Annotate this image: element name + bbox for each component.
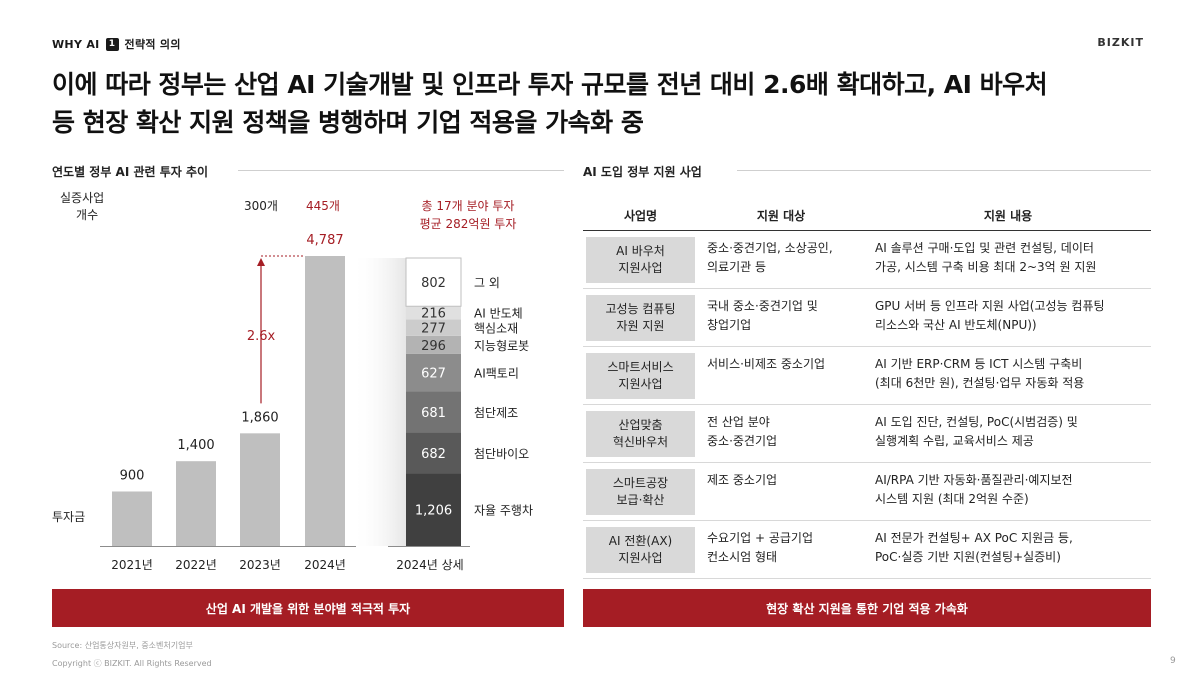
x-tick-label: 2021년 bbox=[111, 558, 153, 572]
table-row: AI 전환(AX) 지원사업 수요기업 + 공급기업 컨소시엄 형태 AI 전문가 컨설… bbox=[583, 523, 1151, 579]
stack-value-label: 802 bbox=[421, 276, 446, 291]
section-breadcrumb: WHY AI 1 전략적 의의 bbox=[52, 36, 181, 52]
subsection-label: 전략적 의의 bbox=[124, 38, 181, 51]
x-tick-label: 2022년 bbox=[175, 558, 217, 572]
page-headline: 이에 따라 정부는 산업 AI 기술개발 및 인프라 투자 규모를 전년 대비 … bbox=[52, 66, 1152, 142]
bar-value-label: 4,787 bbox=[306, 233, 343, 248]
section-number-badge: 1 bbox=[105, 37, 119, 51]
source-note: Source: 산업통상자원부, 중소벤처기업부 bbox=[52, 641, 193, 650]
headline-line-2: 등 현장 확산 지원 정책을 병행하며 기업 적용을 가속화 중 bbox=[52, 108, 644, 137]
bar-2024년 bbox=[305, 256, 345, 546]
bar-2023년 bbox=[240, 433, 280, 546]
program-name-cell: 고성능 컴퓨팅 자원 지원 bbox=[586, 295, 695, 341]
growth-arrow-head bbox=[257, 258, 265, 266]
stack-segment bbox=[406, 319, 461, 336]
x-tick-label: 2023년 bbox=[239, 558, 281, 572]
count-axis-label-line-1: 실증사업 bbox=[60, 191, 105, 205]
stack-value-label: 216 bbox=[421, 307, 446, 322]
table-row: 스마트공장 보급·확산 제조 중소기업 AI/RPA 기반 자동화·품질관리·예지보전… bbox=[583, 465, 1151, 521]
program-name-cell: 산업맞춤 혁신바우처 bbox=[586, 411, 695, 457]
target-cell: 수요기업 + 공급기업 컨소시엄 형태 bbox=[707, 531, 814, 564]
bar-value-label: 900 bbox=[120, 468, 145, 483]
stack-value-label: 1,206 bbox=[415, 504, 452, 519]
stack-segment bbox=[406, 306, 461, 320]
stack-series-label: AI팩토리 bbox=[474, 367, 519, 381]
table-row: AI 바우처 지원사업 중소·중견기업, 소상공인, 의료기관 등 AI 솔루션 구매·… bbox=[583, 233, 1151, 289]
stack-value-label: 681 bbox=[421, 406, 446, 421]
stack-series-label: 지능형로봇 bbox=[474, 339, 529, 353]
left-summary-banner: 산업 AI 개발을 위한 분야별 적극적 투자 bbox=[52, 589, 564, 627]
section-label: WHY AI bbox=[52, 37, 100, 51]
stack-series-label: 그 외 bbox=[474, 276, 500, 290]
stack-series-label: AI 반도체 bbox=[474, 307, 523, 321]
target-cell: 서비스·비제조 중소기업 bbox=[707, 357, 826, 371]
page-number: 9 bbox=[1170, 656, 1176, 666]
investment-axis-label: 투자금 bbox=[52, 510, 86, 524]
stack-segment bbox=[406, 473, 461, 546]
stack-segment bbox=[406, 335, 461, 354]
copyright-note: Copyright ⓒ BIZKIT. All Rights Reserved bbox=[52, 659, 212, 668]
bar-value-label: 1,860 bbox=[241, 410, 278, 425]
detail-category-label: 2024년 상세 bbox=[396, 558, 463, 572]
right-section-title: AI 도입 정부 지원 사업 bbox=[583, 165, 702, 179]
content-cell: AI 솔루션 구매·도입 및 관련 컨설팅, 데이터 가공, 시스템 구축 비용 … bbox=[875, 241, 1097, 274]
right-section-rule bbox=[737, 170, 1151, 171]
target-cell: 중소·중견기업, 소상공인, 의료기관 등 bbox=[707, 241, 833, 274]
program-name-cell: 스마트서비스 지원사업 bbox=[586, 353, 695, 399]
right-summary-banner: 현장 확산 지원을 통한 기업 적용 가속화 bbox=[583, 589, 1151, 627]
program-name-cell: 스마트공장 보급·확산 bbox=[586, 469, 695, 515]
stack-value-label: 296 bbox=[421, 339, 446, 354]
bar-2022년 bbox=[176, 461, 216, 546]
headline-line-1: 이에 따라 정부는 산업 AI 기술개발 및 인프라 투자 규모를 전년 대비 … bbox=[52, 70, 1048, 99]
column-header-name: 사업명 bbox=[623, 209, 658, 223]
stack-series-label: 핵심소재 bbox=[474, 322, 518, 336]
stack-value-label: 682 bbox=[421, 447, 446, 462]
stack-series-label: 첨단제조 bbox=[474, 406, 518, 420]
column-header-content: 지원 내용 bbox=[983, 209, 1033, 223]
annual-investment-bars: 900 2021년 1,400 2022년 1,860 2023년 4,787 2024년 2.… bbox=[100, 233, 356, 572]
content-cell: AI/RPA 기반 자동화·품질관리·예지보전 시스템 지원 (최대 2억원 수준… bbox=[875, 473, 1073, 506]
detail-summary-line-2: 평균 282억원 투자 bbox=[419, 217, 517, 231]
count-axis-label: 실증사업 개수 bbox=[60, 190, 104, 224]
table-row: 산업맞춤 혁신바우처 전 산업 분야 중소·중견기업 AI 도입 진단, 컨설팅, Po… bbox=[583, 407, 1151, 463]
stack-series-label: 자율 주행차 bbox=[474, 503, 533, 518]
stack-segment bbox=[406, 432, 461, 474]
left-section-title: 연도별 정부 AI 관련 투자 추이 bbox=[52, 165, 209, 179]
count-2023: 300개 bbox=[244, 199, 278, 213]
stack-series-label: 첨단바이오 bbox=[474, 447, 529, 461]
detail-stacked-bar: 1,206 자율 주행차 682 첨단바이오 681 첨단제조 627 AI팩토리 296 지능형… bbox=[352, 257, 533, 572]
program-name-cell: AI 바우처 지원사업 bbox=[586, 237, 695, 283]
detail-summary-line-1: 총 17개 분야 투자 bbox=[421, 199, 515, 213]
bar-2021년 bbox=[112, 491, 152, 546]
content-cell: AI 기반 ERP·CRM 등 ICT 시스템 구축비 (최대 6천만 원), 컨… bbox=[875, 357, 1085, 390]
count-2024: 445개 bbox=[306, 199, 340, 213]
stack-value-label: 627 bbox=[421, 367, 446, 382]
stack-segment bbox=[406, 391, 461, 433]
content-cell: GPU 서버 등 인프라 지원 사업(고성능 컴퓨팅 리소스와 국산 AI 반도체… bbox=[875, 299, 1105, 332]
left-section-rule bbox=[238, 170, 564, 171]
connector-panel bbox=[352, 258, 406, 546]
target-cell: 제조 중소기업 bbox=[707, 473, 778, 487]
growth-annotation: 2.6x bbox=[247, 329, 276, 344]
detail-summary: 총 17개 분야 투자 평균 282억원 투자 bbox=[398, 197, 538, 233]
table-row: 스마트서비스 지원사업 서비스·비제조 중소기업 AI 기반 ERP·CRM 등 IC… bbox=[583, 349, 1151, 405]
table-header: 사업명 지원 대상 지원 내용 bbox=[583, 197, 1151, 231]
program-name-cell: AI 전환(AX) 지원사업 bbox=[586, 527, 695, 573]
count-axis-label-line-2: 개수 bbox=[76, 208, 99, 222]
content-cell: AI 전문가 컨설팅+ AX PoC 지원금 등, PoC·실증 기반 지원(컨설… bbox=[875, 531, 1073, 564]
brand-logo: BIZKIT bbox=[1097, 36, 1144, 49]
column-header-target: 지원 대상 bbox=[756, 209, 806, 223]
target-cell: 전 산업 분야 중소·중견기업 bbox=[707, 415, 778, 448]
x-tick-label: 2024년 bbox=[304, 558, 346, 572]
stack-value-label: 277 bbox=[421, 322, 446, 337]
content-cell: AI 도입 진단, 컨설팅, PoC(시범검증) 및 실행계획 수립, 교육서비스… bbox=[875, 415, 1078, 448]
stack-segment bbox=[405, 257, 462, 307]
table-row: 고성능 컴퓨팅 자원 지원 국내 중소·중견기업 및 창업기업 GPU 서버 등 인프라… bbox=[583, 291, 1151, 347]
bar-value-label: 1,400 bbox=[177, 438, 214, 453]
target-cell: 국내 중소·중견기업 및 창업기업 bbox=[707, 299, 818, 332]
stack-segment bbox=[406, 353, 461, 392]
